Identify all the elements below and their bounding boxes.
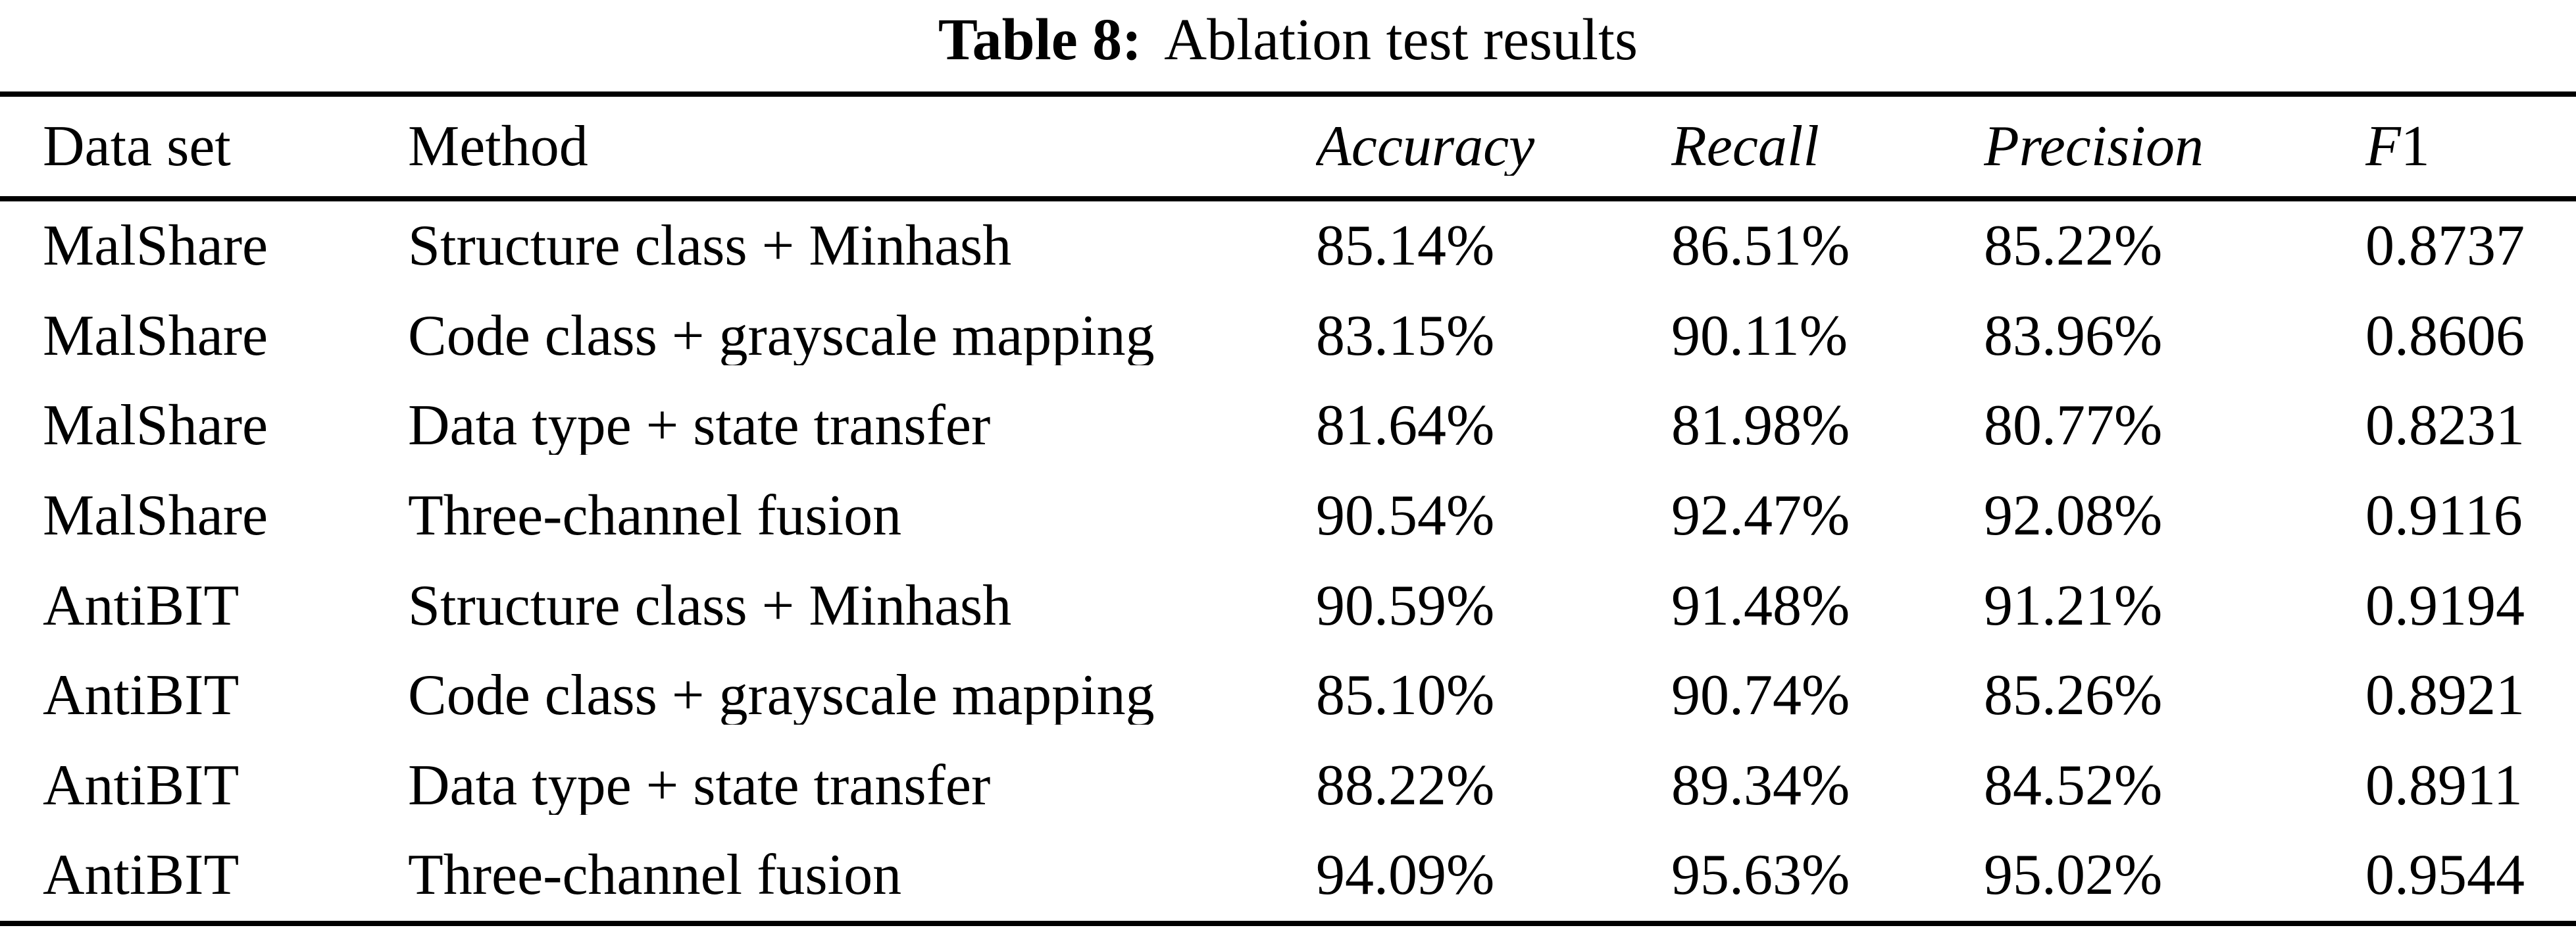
table-row: MalShare Data type + state transfer 81.6… [0,381,2576,471]
column-header-precision: Precision [1984,118,2365,176]
cell-f1: 0.8911 [2365,756,2523,815]
cell-method: Three-channel fusion [408,487,902,546]
cell-accuracy: 94.09% [1316,846,1495,905]
cell-dataset: MalShare [43,397,268,455]
table-row: MalShare Code class + grayscale mapping … [0,292,2576,382]
cell-accuracy: 81.64% [1316,397,1495,455]
cell-precision: 91.21% [1984,577,2163,635]
cell-accuracy: 90.54% [1316,487,1495,546]
table-top-rule [0,91,2576,97]
cell-f1: 0.8231 [2365,397,2525,455]
cell-dataset: AntiBIT [43,756,240,815]
column-header-f1-em: F [2365,117,2401,176]
cell-precision: 84.52% [1984,756,2163,815]
cell-precision: 85.22% [1984,217,2163,276]
cell-recall: 95.63% [1671,846,1850,905]
table-caption: Table 8: Ablation test results [0,0,2576,91]
table-header-row: Data set Method Accuracy Recall Precisio… [0,97,2576,196]
cell-recall: 89.34% [1671,756,1850,815]
cell-precision: 83.96% [1984,307,2163,365]
table-body: MalShare Structure class + Minhash 85.14… [0,201,2576,921]
cell-f1: 0.9544 [2365,846,2525,905]
column-header-accuracy: Accuracy [1316,118,1671,176]
table-row: AntiBIT Three-channel fusion 94.09% 95.6… [0,831,2576,921]
cell-recall: 90.74% [1671,667,1850,725]
cell-precision: 92.08% [1984,487,2163,546]
cell-f1: 0.8921 [2365,667,2525,725]
cell-method: Structure class + Minhash [408,577,1012,635]
table-bottom-rule [0,920,2576,926]
cell-f1: 0.8606 [2365,307,2525,365]
column-header-f1: F1 [2365,118,2576,176]
cell-dataset: MalShare [43,487,268,546]
cell-dataset: MalShare [43,217,268,276]
column-header-recall: Recall [1671,118,1984,176]
column-header-dataset: Data set [0,118,408,176]
cell-accuracy: 85.14% [1316,217,1495,276]
column-header-recall-em: Recall [1671,117,1819,176]
table-row: MalShare Three-channel fusion 90.54% 92.… [0,471,2576,561]
table-row: MalShare Structure class + Minhash 85.14… [0,201,2576,292]
cell-f1: 0.9194 [2365,577,2525,635]
cell-recall: 92.47% [1671,487,1850,546]
table-caption-text: Ablation test results [1164,7,1638,72]
cell-recall: 91.48% [1671,577,1850,635]
cell-accuracy: 88.22% [1316,756,1495,815]
cell-dataset: AntiBIT [43,577,240,635]
cell-precision: 95.02% [1984,846,2163,905]
cell-precision: 85.26% [1984,667,2163,725]
cell-f1: 0.9116 [2365,487,2523,546]
cell-dataset: AntiBIT [43,667,240,725]
column-header-dataset-text: Data set [43,117,231,176]
table-header-rule [0,196,2576,201]
table-row: AntiBIT Code class + grayscale mapping 8… [0,651,2576,741]
cell-method: Code class + grayscale mapping [408,307,1155,365]
cell-accuracy: 85.10% [1316,667,1495,725]
column-header-f1-text: 1 [2400,117,2430,176]
cell-method: Code class + grayscale mapping [408,667,1155,725]
cell-method: Data type + state transfer [408,397,991,455]
column-header-accuracy-em: Accuracy [1316,117,1535,176]
cell-method: Three-channel fusion [408,846,902,905]
cell-accuracy: 90.59% [1316,577,1495,635]
column-header-method-text: Method [408,117,588,176]
table-row: AntiBIT Data type + state transfer 88.22… [0,741,2576,831]
table-row: AntiBIT Structure class + Minhash 90.59%… [0,561,2576,651]
cell-dataset: MalShare [43,307,268,365]
cell-method: Structure class + Minhash [408,217,1012,276]
cell-method: Data type + state transfer [408,756,991,815]
cell-f1: 0.8737 [2365,217,2525,276]
cell-recall: 86.51% [1671,217,1850,276]
cell-recall: 90.11% [1671,307,1848,365]
cell-precision: 80.77% [1984,397,2163,455]
column-header-method: Method [408,118,1316,176]
cell-accuracy: 83.15% [1316,307,1495,365]
column-header-precision-em: Precision [1984,117,2204,176]
table-caption-label: Table 8: [938,7,1142,72]
cell-recall: 81.98% [1671,397,1850,455]
cell-dataset: AntiBIT [43,846,240,905]
